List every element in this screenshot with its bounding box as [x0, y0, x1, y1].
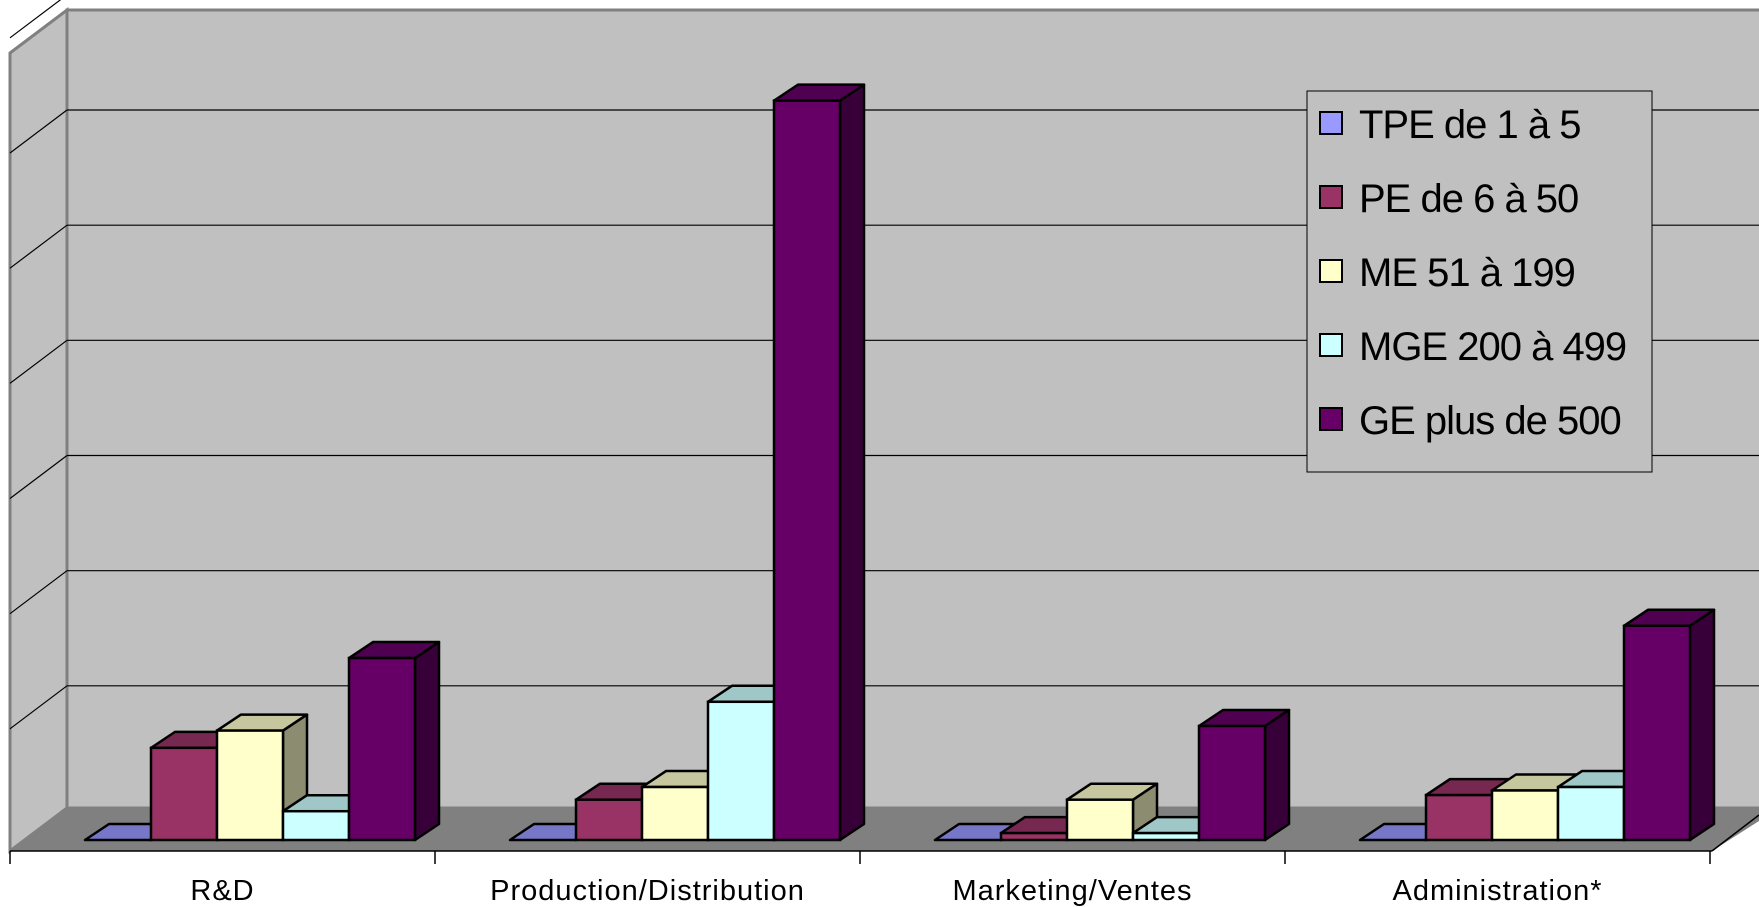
- legend-item-2: ME 51 à 199: [1319, 251, 1576, 295]
- side-wall: [8, 6, 69, 855]
- legend-item-3: MGE 200 à 499: [1319, 325, 1627, 369]
- gridline-side-40: [9, 339, 68, 384]
- legend-swatch-0: [1319, 111, 1343, 135]
- legend-item-4: GE plus de 500: [1319, 399, 1622, 443]
- bar-0-4: [347, 640, 441, 842]
- gridline-side-70: [9, 0, 62, 39]
- legend-swatch-2: [1319, 259, 1343, 283]
- gridline-side-50: [9, 224, 68, 269]
- bars: [83, 83, 1716, 842]
- legend-label-1: PE de 6 à 50: [1359, 177, 1578, 221]
- x-tick-label-2: Marketing/Ventes: [952, 875, 1192, 907]
- legend-label-4: GE plus de 500: [1359, 399, 1621, 443]
- x-axis: R&D Production/Distribution Marketing/Vent…: [9, 814, 1759, 907]
- legend-swatch-3: [1319, 333, 1343, 357]
- legend-swatch-1: [1319, 185, 1343, 209]
- gridline-side-30: [9, 455, 68, 499]
- legend-label-0: TPE de 1 à 5: [1359, 103, 1580, 147]
- legend-box: [1306, 90, 1653, 473]
- x-tick-label-0: R&D: [190, 875, 254, 907]
- x-tick-label-1: Production/Distribution: [490, 875, 805, 907]
- legend-item-1: PE de 6 à 50: [1319, 177, 1579, 221]
- x-tick-label-3: Administration*: [1392, 875, 1602, 907]
- gridline-side-10: [9, 685, 68, 730]
- bar-2-2: [1065, 782, 1159, 842]
- bar-0-2: [215, 713, 309, 842]
- bar-3-4: [1622, 608, 1716, 842]
- x-axis-depth-line: [1711, 814, 1759, 852]
- legend: TPE de 1 à 5 PE de 6 à 50 ME 51 à 199 MGE 2…: [1306, 90, 1653, 473]
- legend-item-0: TPE de 1 à 5: [1319, 103, 1581, 147]
- gridline-side-20: [9, 570, 68, 615]
- bar-1-4: [772, 83, 866, 842]
- legend-label-3: MGE 200 à 499: [1359, 325, 1626, 369]
- gridline-side-60: [9, 109, 68, 154]
- floor: [10, 808, 1759, 851]
- legend-label-2: ME 51 à 199: [1359, 251, 1575, 295]
- bar-2-4: [1197, 708, 1291, 842]
- legend-swatch-4: [1319, 407, 1343, 431]
